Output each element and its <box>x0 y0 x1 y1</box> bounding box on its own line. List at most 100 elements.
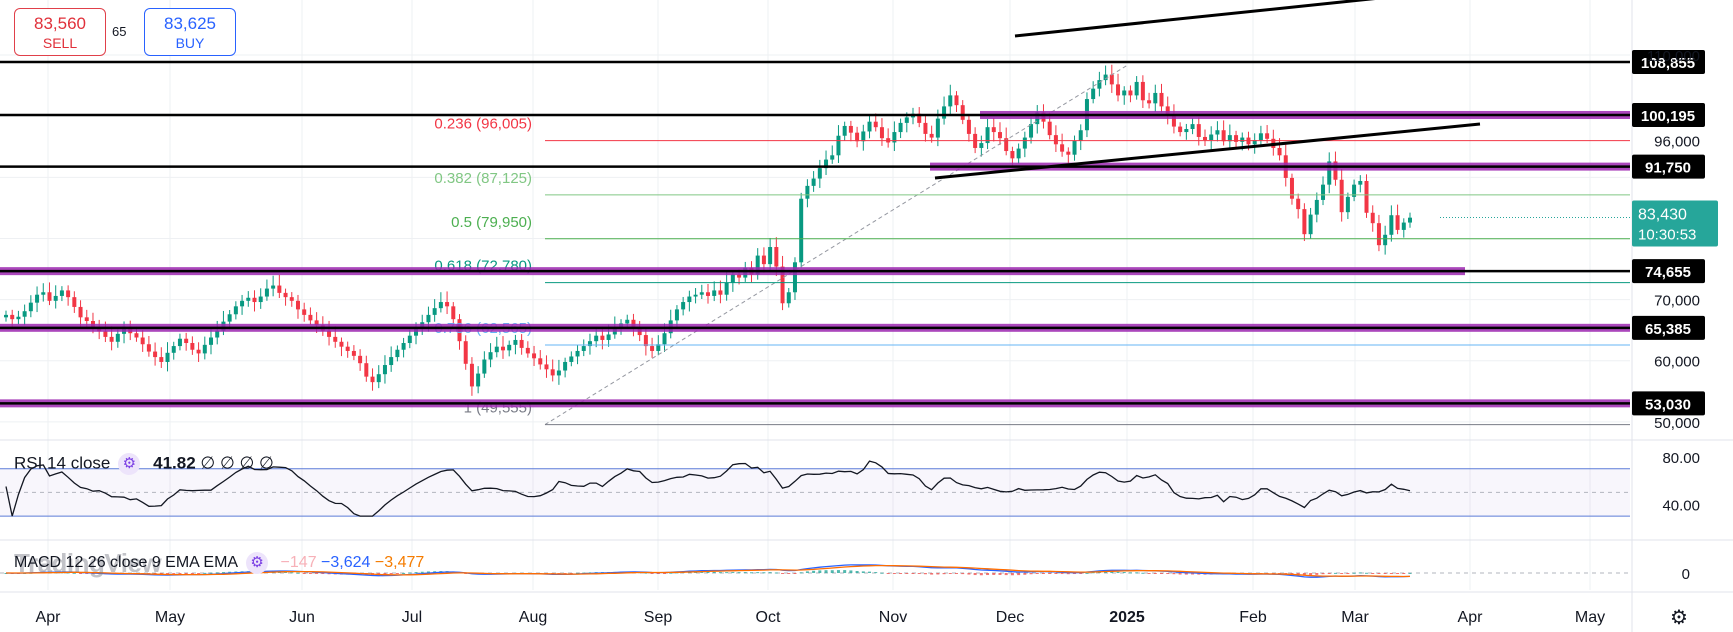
candle-body <box>1103 74 1108 81</box>
candle-body <box>1258 133 1263 141</box>
macd-histogram-bar <box>1296 573 1300 575</box>
candle-body <box>538 358 543 365</box>
candle-body <box>28 302 33 312</box>
macd-histogram-bar <box>588 572 592 574</box>
candle-body <box>227 314 232 322</box>
rsi-placeholder: ∅ <box>219 453 235 473</box>
candle-body <box>500 346 505 351</box>
candle-body <box>1389 215 1394 235</box>
price-axis-tick: 110,000 <box>1647 48 1700 65</box>
candle-body <box>445 302 450 307</box>
candle-body <box>1004 138 1009 152</box>
macd-histogram-bar <box>849 570 853 573</box>
candle-body <box>786 292 791 304</box>
candle-body <box>507 344 512 351</box>
candle-body <box>1196 124 1201 137</box>
candle-body <box>805 185 810 199</box>
macd-signal-value: −3,477 <box>374 554 425 572</box>
candle-body <box>16 316 21 320</box>
candle-body <box>277 285 282 293</box>
macd-histogram-bar <box>799 572 803 574</box>
time-axis-tick: Feb <box>1239 609 1267 626</box>
candle-body <box>1109 74 1114 85</box>
rsi-value: 41.82 <box>153 453 196 473</box>
macd-histogram-bar <box>321 573 325 575</box>
macd-histogram-bar <box>166 573 170 574</box>
candle-body <box>134 333 139 338</box>
rsi-settings-icon[interactable]: ⚙ <box>118 453 141 475</box>
tradingview-watermark: TradingView <box>14 548 162 578</box>
candle-body <box>513 339 518 345</box>
candle-body <box>836 135 841 156</box>
macd-histogram-bar <box>942 573 946 575</box>
macd-histogram-bar <box>880 572 884 574</box>
macd-line-value: −3,624 <box>321 554 371 572</box>
macd-histogram-bar <box>414 572 418 574</box>
time-axis-tick: Oct <box>756 609 781 626</box>
candle-body <box>1252 140 1257 145</box>
macd-histogram-bar <box>1135 572 1139 574</box>
candle-body <box>1128 90 1133 96</box>
candle-body <box>923 122 928 134</box>
candle-body <box>867 121 872 132</box>
candle-body <box>730 274 735 283</box>
macd-histogram-bar <box>1004 573 1008 576</box>
candle-body <box>476 373 481 387</box>
chart-settings-icon[interactable]: ⚙ <box>1670 607 1688 629</box>
macd-histogram-bar <box>1340 573 1344 574</box>
macd-histogram-bar <box>1023 573 1027 575</box>
candle-body <box>233 306 238 315</box>
macd-histogram-bar <box>290 572 294 574</box>
candle-body <box>327 330 332 337</box>
trend-line-lower <box>934 122 1481 180</box>
macd-label: MACD 12 26 close 9 EMA EMA <box>14 554 239 572</box>
macd-histogram-bar <box>389 573 393 574</box>
candle-body <box>768 247 773 265</box>
candle-body <box>308 314 313 321</box>
candle-body <box>1184 129 1189 133</box>
candle-body <box>1097 80 1102 89</box>
candle-body <box>159 357 164 362</box>
candle-body <box>246 297 251 301</box>
macd-histogram-bar <box>793 573 797 574</box>
buy-button[interactable]: 83,625 BUY <box>144 8 236 56</box>
sell-button[interactable]: 83,560 SELL <box>14 8 106 56</box>
time-axis-tick: Aug <box>519 609 547 626</box>
candle-body <box>78 306 83 318</box>
macd-histogram-bar <box>1110 571 1114 573</box>
candle-body <box>401 343 406 350</box>
candle-body <box>47 292 52 301</box>
time-axis-tick: Nov <box>879 609 907 626</box>
macd-histogram-bar <box>1402 573 1406 574</box>
candle-body <box>1178 126 1183 133</box>
candle-body <box>1022 137 1027 149</box>
candle-body <box>184 338 189 344</box>
macd-histogram-bar <box>426 571 430 573</box>
time-axis-tick: Apr <box>36 609 62 626</box>
macd-histogram-bar <box>1365 572 1369 574</box>
candle-body <box>1029 124 1034 138</box>
macd-legend[interactable]: MACD 12 26 close 9 EMA EMA ⚙ −147 −3,624 … <box>14 552 424 574</box>
rsi-legend[interactable]: RSI 14 close ⚙ 41.82 ∅ ∅ ∅ ∅ <box>14 453 274 475</box>
candle-body <box>575 350 580 357</box>
candle-body <box>1314 199 1319 215</box>
macd-histogram-bar <box>868 571 872 573</box>
macd-histogram-bar <box>1029 573 1033 575</box>
candle-body <box>1209 134 1214 141</box>
level-price-label: 100,195 <box>1641 108 1695 125</box>
macd-histogram-bar <box>998 573 1002 575</box>
candle-body <box>66 290 71 298</box>
candle-body <box>1116 84 1121 96</box>
macd-histogram-bar <box>818 570 822 573</box>
candle-body <box>240 300 245 307</box>
macd-settings-icon[interactable]: ⚙ <box>246 552 269 574</box>
level-price-label: 53,030 <box>1645 396 1691 413</box>
sell-label: SELL <box>42 35 78 51</box>
macd-histogram-bar <box>1054 573 1058 574</box>
candle-body <box>376 374 381 383</box>
rsi-placeholder: ∅ <box>200 453 216 473</box>
candle-body <box>774 247 779 267</box>
candle-body <box>879 127 884 139</box>
candle-body <box>631 319 636 328</box>
